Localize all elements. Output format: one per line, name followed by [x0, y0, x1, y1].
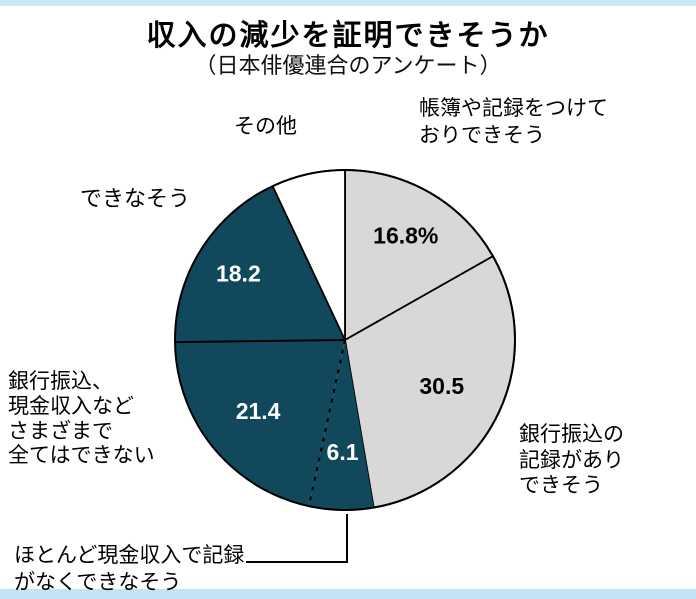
- slice-value-1: 30.5: [419, 373, 464, 399]
- slice-value-3: 21.4: [236, 398, 281, 424]
- bottom-edge-strip: [0, 589, 696, 599]
- slice-label-books-records: 帳簿や記録をつけて おりできそう: [419, 97, 608, 147]
- slice-value-0: 16.8%: [373, 223, 438, 249]
- pie-slice-4: [175, 186, 345, 343]
- pie-outline: [174, 169, 516, 511]
- pie-slice-3: [175, 340, 345, 507]
- slice-label-bank-transfer: 銀行振込の 記録があり できそう: [519, 423, 624, 498]
- slice-divider-solid: [175, 339, 346, 344]
- top-edge-strip: [0, 0, 696, 6]
- slice-label-mixed-income: 銀行振込、 現金収入など さまざまで 全てはできない: [8, 370, 155, 468]
- chart-title: 収入の減少を証明できそうか: [146, 20, 550, 52]
- pie-slice-2: [308, 340, 374, 510]
- chart-subtitle: （日本俳優連合のアンケート）: [194, 53, 502, 78]
- slice-value-4: 18.2: [216, 260, 261, 286]
- slice-label-cannot-prove: できなそう: [80, 186, 191, 211]
- slice-label-other: その他: [234, 115, 297, 138]
- slice-value-2: 6.1: [327, 439, 359, 465]
- slice-divider-dashed: [307, 339, 346, 507]
- slice-label-cash-income: ほとんど現金収入で記録 がなくできなそう: [14, 544, 245, 594]
- leader-line-cash: [246, 514, 348, 563]
